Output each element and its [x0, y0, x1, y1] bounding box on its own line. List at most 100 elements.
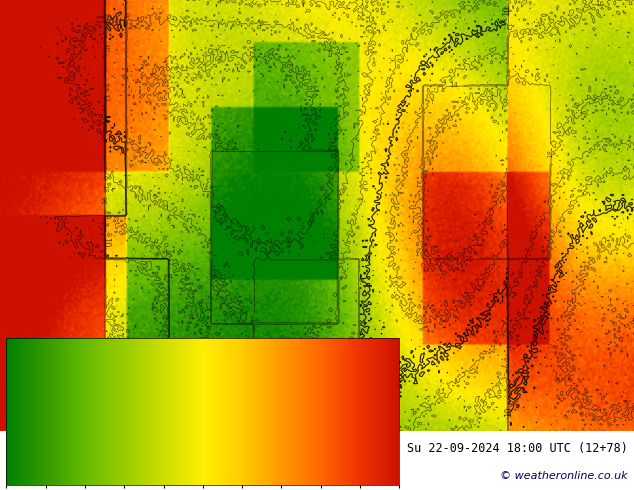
Text: 8: 8: [242, 396, 250, 403]
Text: 6: 6: [628, 318, 634, 325]
Text: 8: 8: [555, 393, 561, 401]
Text: 6: 6: [503, 356, 510, 364]
Text: 2: 2: [183, 73, 190, 80]
Text: 8: 8: [247, 384, 254, 392]
Text: 10: 10: [510, 395, 521, 406]
Text: 4: 4: [321, 31, 328, 38]
Text: 2: 2: [173, 63, 179, 70]
Text: 6: 6: [611, 320, 619, 326]
Text: 8: 8: [404, 423, 411, 430]
Text: 0: 0: [267, 238, 271, 244]
Text: 16: 16: [590, 92, 600, 103]
Text: 8: 8: [552, 376, 559, 383]
Text: 6: 6: [177, 209, 184, 217]
Text: 0: 0: [298, 224, 304, 231]
Text: 10: 10: [504, 406, 514, 417]
Text: 8: 8: [179, 262, 185, 269]
Text: 2: 2: [174, 92, 182, 98]
Text: 2: 2: [215, 133, 222, 140]
Text: 2: 2: [175, 73, 181, 80]
Text: 8: 8: [152, 250, 158, 256]
Text: 8: 8: [148, 244, 155, 251]
Text: 4: 4: [181, 14, 188, 22]
Text: 8: 8: [161, 235, 167, 242]
Text: 8: 8: [562, 413, 570, 420]
Text: 8: 8: [185, 274, 192, 280]
Text: 8: 8: [218, 349, 223, 355]
Text: 4: 4: [309, 347, 314, 354]
Text: 16: 16: [572, 100, 581, 111]
Text: 14: 14: [101, 82, 108, 91]
Text: 4: 4: [130, 154, 138, 161]
Text: 12: 12: [102, 93, 108, 102]
Text: 10: 10: [370, 374, 380, 384]
Text: 8: 8: [200, 358, 207, 365]
Text: 8: 8: [231, 425, 238, 433]
Text: 8: 8: [210, 383, 214, 389]
Text: 0: 0: [280, 248, 284, 254]
Text: 6: 6: [182, 222, 187, 229]
Text: 14: 14: [450, 82, 458, 88]
Text: 8: 8: [605, 420, 612, 427]
Text: 4: 4: [342, 45, 349, 50]
Text: 10: 10: [113, 16, 120, 24]
Text: 2: 2: [286, 56, 291, 63]
Text: 8: 8: [159, 249, 166, 254]
Text: 8: 8: [216, 398, 223, 403]
Text: 8: 8: [196, 284, 202, 289]
Text: 0: 0: [245, 226, 252, 233]
Text: 8: 8: [578, 411, 584, 417]
Text: 4: 4: [267, 369, 275, 376]
Text: 0: 0: [321, 192, 328, 198]
Text: © weatheronline.co.uk: © weatheronline.co.uk: [500, 471, 628, 481]
Text: 4: 4: [126, 162, 133, 168]
Text: 10: 10: [371, 378, 381, 389]
Text: 8: 8: [605, 243, 612, 249]
Text: 10: 10: [101, 237, 110, 248]
Text: 6: 6: [367, 27, 375, 34]
Text: 4: 4: [285, 378, 292, 386]
Text: 6: 6: [618, 336, 625, 344]
Text: 6: 6: [257, 2, 264, 7]
Text: 8: 8: [595, 254, 600, 261]
Text: 8: 8: [198, 304, 205, 312]
Text: 2: 2: [190, 109, 197, 116]
Text: 8: 8: [624, 399, 630, 407]
Text: 4: 4: [259, 19, 266, 25]
Text: 4: 4: [328, 47, 333, 53]
Text: 8: 8: [559, 350, 566, 356]
Text: 2: 2: [164, 108, 171, 113]
Text: 4: 4: [292, 373, 298, 378]
Text: 2: 2: [296, 143, 302, 149]
Text: 8: 8: [188, 314, 193, 320]
Text: 8: 8: [105, 231, 111, 237]
Text: 8: 8: [552, 344, 559, 349]
Text: 6: 6: [301, 0, 306, 5]
Text: 2: 2: [174, 81, 181, 88]
Text: 2: 2: [147, 100, 154, 106]
Text: 8: 8: [585, 411, 592, 416]
Text: 6: 6: [496, 369, 504, 376]
Text: 10: 10: [504, 4, 510, 13]
Text: 2: 2: [163, 59, 170, 67]
Text: 2: 2: [228, 295, 235, 301]
Text: 2: 2: [313, 77, 318, 83]
Text: 2: 2: [221, 316, 228, 323]
Text: 2: 2: [200, 51, 207, 59]
Text: 8: 8: [412, 41, 419, 48]
Text: 4: 4: [279, 381, 286, 386]
Text: 4: 4: [344, 71, 350, 76]
Text: 16: 16: [113, 379, 124, 389]
Text: 4: 4: [139, 158, 145, 163]
Text: 8: 8: [236, 399, 243, 407]
Text: 4: 4: [272, 360, 279, 368]
Text: 8: 8: [590, 414, 597, 421]
Text: 8: 8: [576, 404, 583, 411]
Text: 8: 8: [597, 240, 603, 247]
Text: 6: 6: [469, 417, 476, 423]
Text: 8: 8: [166, 249, 173, 254]
Text: 4: 4: [167, 157, 174, 164]
Text: 8: 8: [493, 337, 500, 344]
Text: 6: 6: [370, 61, 376, 68]
Text: 4: 4: [162, 150, 169, 158]
